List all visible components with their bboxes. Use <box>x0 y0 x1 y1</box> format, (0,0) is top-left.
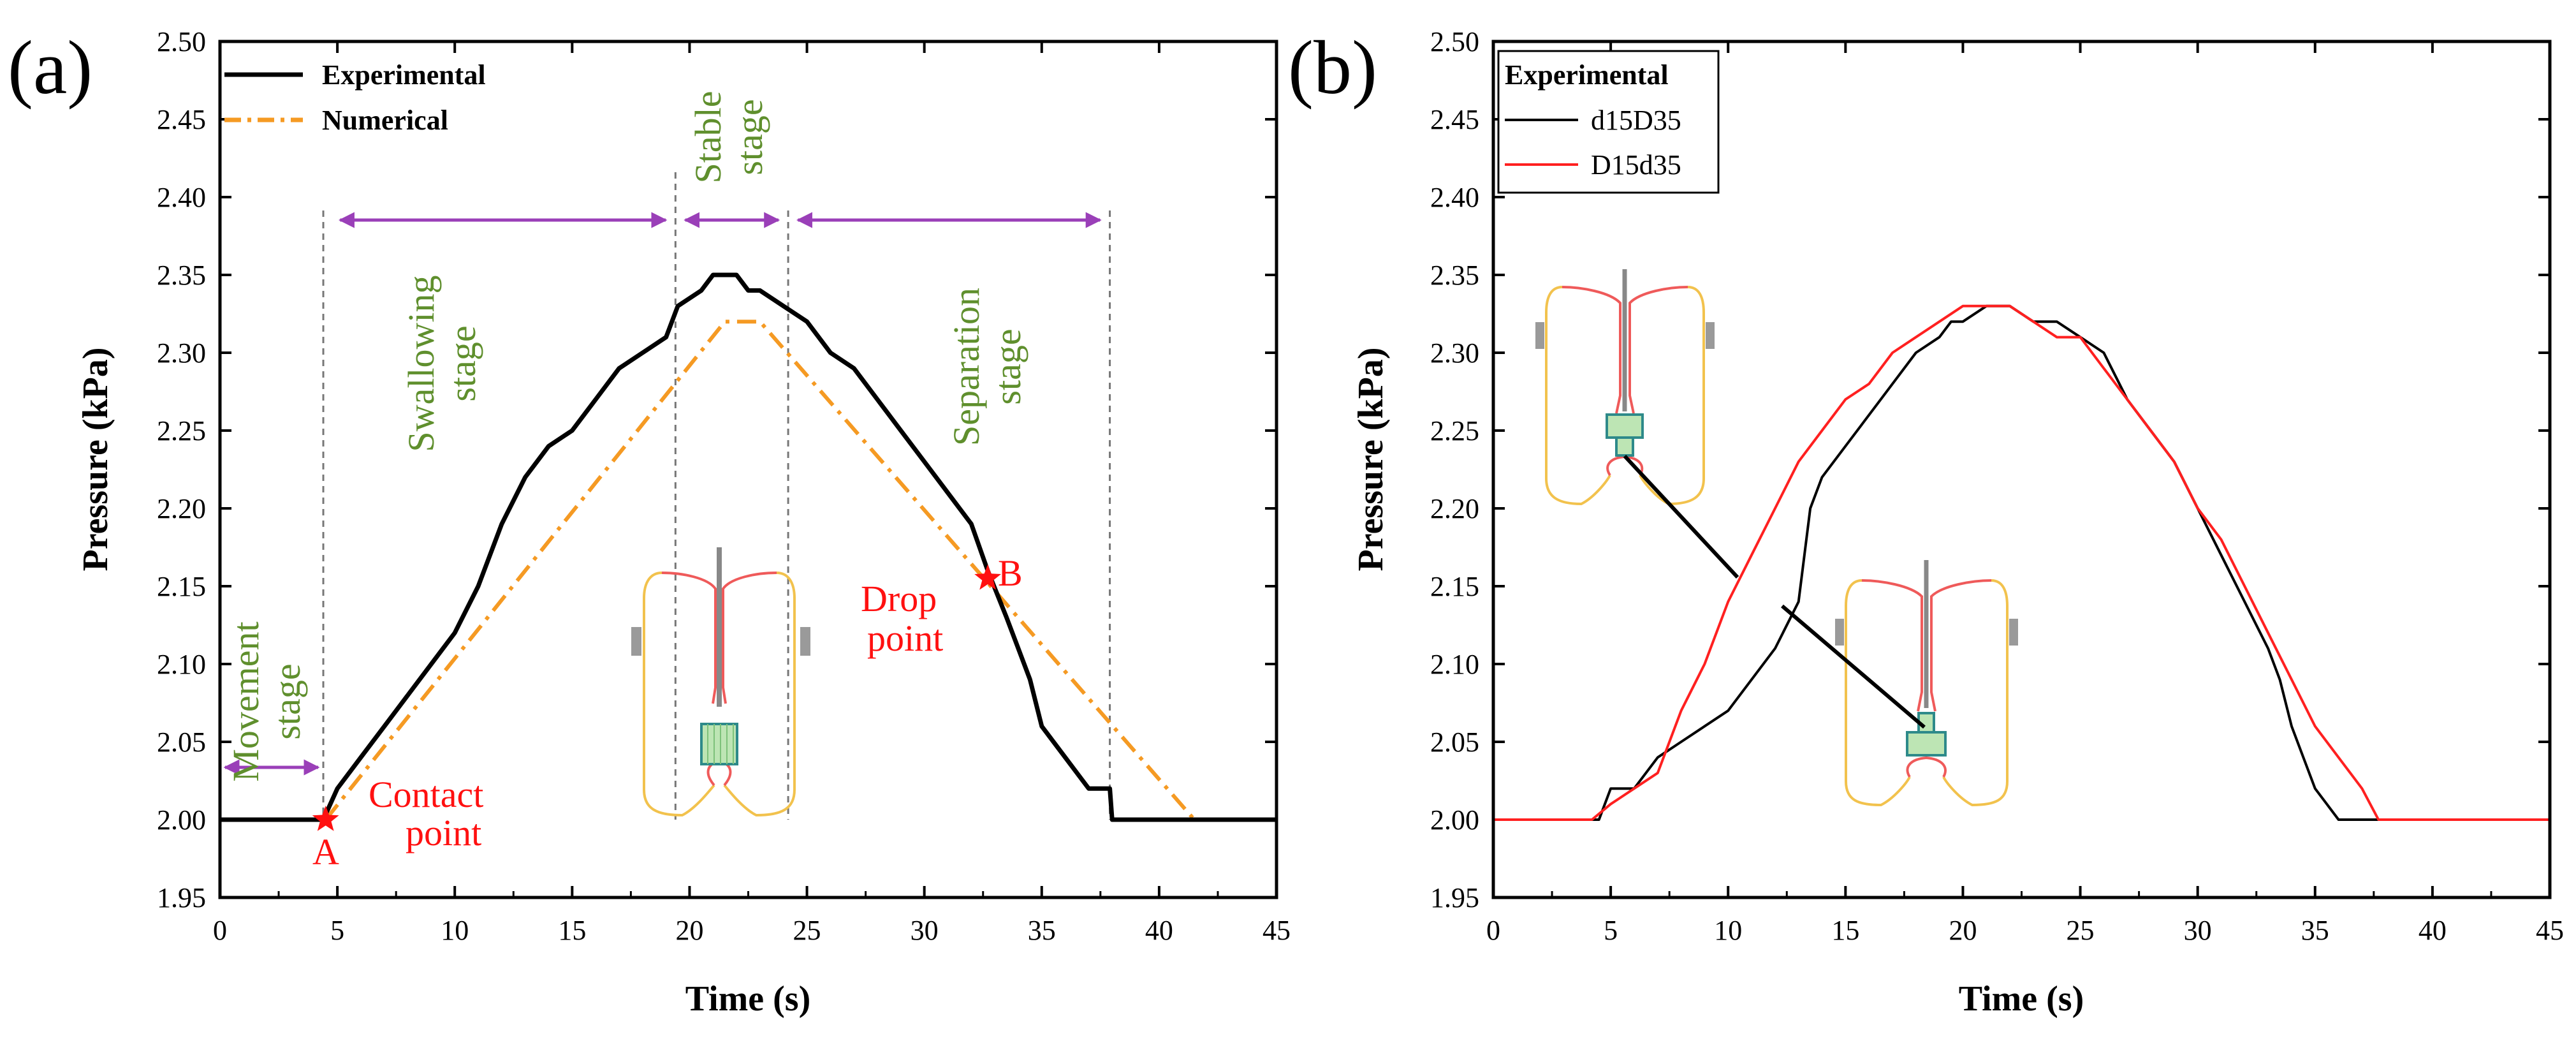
legend-a: Experimental Numerical <box>224 59 486 136</box>
stage-label-swallowing: Swallowing stage <box>400 275 483 452</box>
y-tick-label: 2.35 <box>157 260 206 291</box>
stage-label-line: Separation <box>946 288 987 446</box>
connector-line <box>1623 454 1739 579</box>
legend-label-D15d35: D15d35 <box>1591 149 1681 181</box>
x-tick-label: 35 <box>1028 915 1056 946</box>
marker-point-B <box>974 564 1001 590</box>
marker-point-A <box>312 806 339 831</box>
y-axis-label-b: Pressure (kPa) <box>1351 348 1391 572</box>
x-tick-label: 25 <box>2067 915 2095 946</box>
stage-label-line: Swallowing <box>400 275 442 452</box>
x-tick-label: 10 <box>1714 915 1742 946</box>
y-tick-label: 2.15 <box>157 571 206 602</box>
y-tick-label: 2.05 <box>157 727 206 758</box>
y-tick-label: 2.40 <box>1430 182 1479 213</box>
stage-label-line: stage <box>442 325 483 401</box>
y-tick-label: 2.35 <box>1430 260 1479 291</box>
y-tick-label: 2.50 <box>157 26 206 57</box>
device-schematic-b1 <box>1535 269 1715 506</box>
tick-group-a: 0 5 10 15 20 25 30 35 40 45 1.95 2.00 2.05 2.10 2.15 2.… <box>157 26 1291 946</box>
series-group-a <box>220 272 1277 822</box>
stage-annotations <box>223 172 1111 820</box>
x-tick-label: 0 <box>213 915 227 946</box>
stage-label-line: stage <box>987 329 1028 404</box>
point-label-line: point <box>867 617 943 659</box>
point-label-line: Contact <box>369 774 483 815</box>
x-tick-label: 45 <box>2536 915 2564 946</box>
series-group-b <box>1493 304 2550 821</box>
y-axis-label-a: Pressure (kPa) <box>76 348 115 572</box>
y-tick-label: 2.20 <box>1430 493 1479 524</box>
y-tick-label: 2.00 <box>157 804 206 836</box>
drop-point-annotation: Drop point B <box>861 552 1023 659</box>
plot-frame-a <box>218 40 1278 899</box>
y-tick-label: 2.50 <box>1430 26 1479 57</box>
point-name: B <box>998 552 1023 594</box>
x-tick-label: 40 <box>2419 915 2447 946</box>
x-tick-label: 0 <box>1486 915 1500 946</box>
device-schematic-a <box>631 547 810 817</box>
x-tick-label: 5 <box>1604 915 1618 946</box>
stage-label-stable: Stable stage <box>687 91 770 184</box>
stage-label-movement: Movement stage <box>225 621 308 781</box>
x-tick-label: 25 <box>793 915 821 946</box>
panel-label-a: (a) <box>8 25 92 110</box>
y-tick-label: 2.25 <box>157 415 206 447</box>
plot-frame-b <box>1491 40 2552 899</box>
series-line-D15d35 <box>1493 304 2550 821</box>
legend-label-experimental: Experimental <box>322 59 486 91</box>
stage-label-line: Movement <box>225 621 267 781</box>
y-tick-label: 2.10 <box>157 649 206 680</box>
x-tick-label: 10 <box>441 915 469 946</box>
x-tick-label: 40 <box>1145 915 1173 946</box>
x-tick-label: 15 <box>1831 915 1859 946</box>
device-schematic-b2 <box>1835 560 2018 807</box>
x-tick-label: 20 <box>675 915 703 946</box>
y-tick-label: 2.05 <box>1430 727 1479 758</box>
series-line-d15D35 <box>1493 304 2550 821</box>
series-line-experimental <box>220 272 1277 822</box>
marker-group-a <box>312 564 1001 831</box>
y-tick-label: 2.45 <box>157 104 206 135</box>
y-tick-label: 2.30 <box>1430 337 1479 369</box>
stage-label-line: stage <box>267 663 308 739</box>
y-tick-label: 2.10 <box>1430 649 1479 680</box>
stage-label-line: stage <box>729 99 770 175</box>
x-tick-label: 5 <box>330 915 344 946</box>
chart-panel-a: (a) 0 5 10 15 20 25 30 35 40 45 1.95 2.00 2.05 2.10 2.… <box>8 25 1291 1019</box>
x-tick-label: 30 <box>2184 915 2212 946</box>
x-axis-label-a: Time (s) <box>685 979 811 1019</box>
y-tick-label: 2.25 <box>1430 415 1479 447</box>
x-axis-label-b: Time (s) <box>1959 979 2084 1019</box>
x-tick-label: 20 <box>1949 915 1977 946</box>
legend-b: Experimental d15D35 D15d35 <box>1497 50 1720 194</box>
stage-label-line: Stable <box>687 91 729 184</box>
point-label-line: Drop <box>861 578 937 619</box>
y-tick-label: 2.20 <box>157 493 206 524</box>
point-name: A <box>312 831 339 873</box>
y-tick-label: 2.30 <box>157 337 206 369</box>
x-tick-label: 45 <box>1262 915 1291 946</box>
legend-box-b <box>1497 50 1720 194</box>
y-tick-label: 1.95 <box>1430 882 1479 913</box>
y-tick-label: 2.40 <box>157 182 206 213</box>
panel-label-b: (b) <box>1288 25 1377 110</box>
series-line-numerical <box>324 320 1196 821</box>
chart-panel-b: (b) 0 5 10 15 20 25 30 35 40 45 1.95 2.00 2.05 2.10 2.… <box>1288 25 2564 1019</box>
x-tick-label: 30 <box>911 915 939 946</box>
legend-label-numerical: Numerical <box>322 105 448 136</box>
legend-title-b: Experimental <box>1505 59 1669 91</box>
x-tick-label: 15 <box>558 915 586 946</box>
legend-label-d15D35: d15D35 <box>1591 105 1681 136</box>
y-tick-label: 2.45 <box>1430 104 1479 135</box>
y-tick-label: 1.95 <box>157 882 206 913</box>
stage-label-separation: Separation stage <box>946 288 1028 446</box>
x-tick-label: 35 <box>2301 915 2329 946</box>
connector-line <box>1781 604 1926 729</box>
y-tick-label: 2.15 <box>1430 571 1479 602</box>
contact-point-annotation: Contact point A <box>312 774 483 873</box>
y-tick-label: 2.00 <box>1430 804 1479 836</box>
point-label-line: point <box>406 812 481 853</box>
